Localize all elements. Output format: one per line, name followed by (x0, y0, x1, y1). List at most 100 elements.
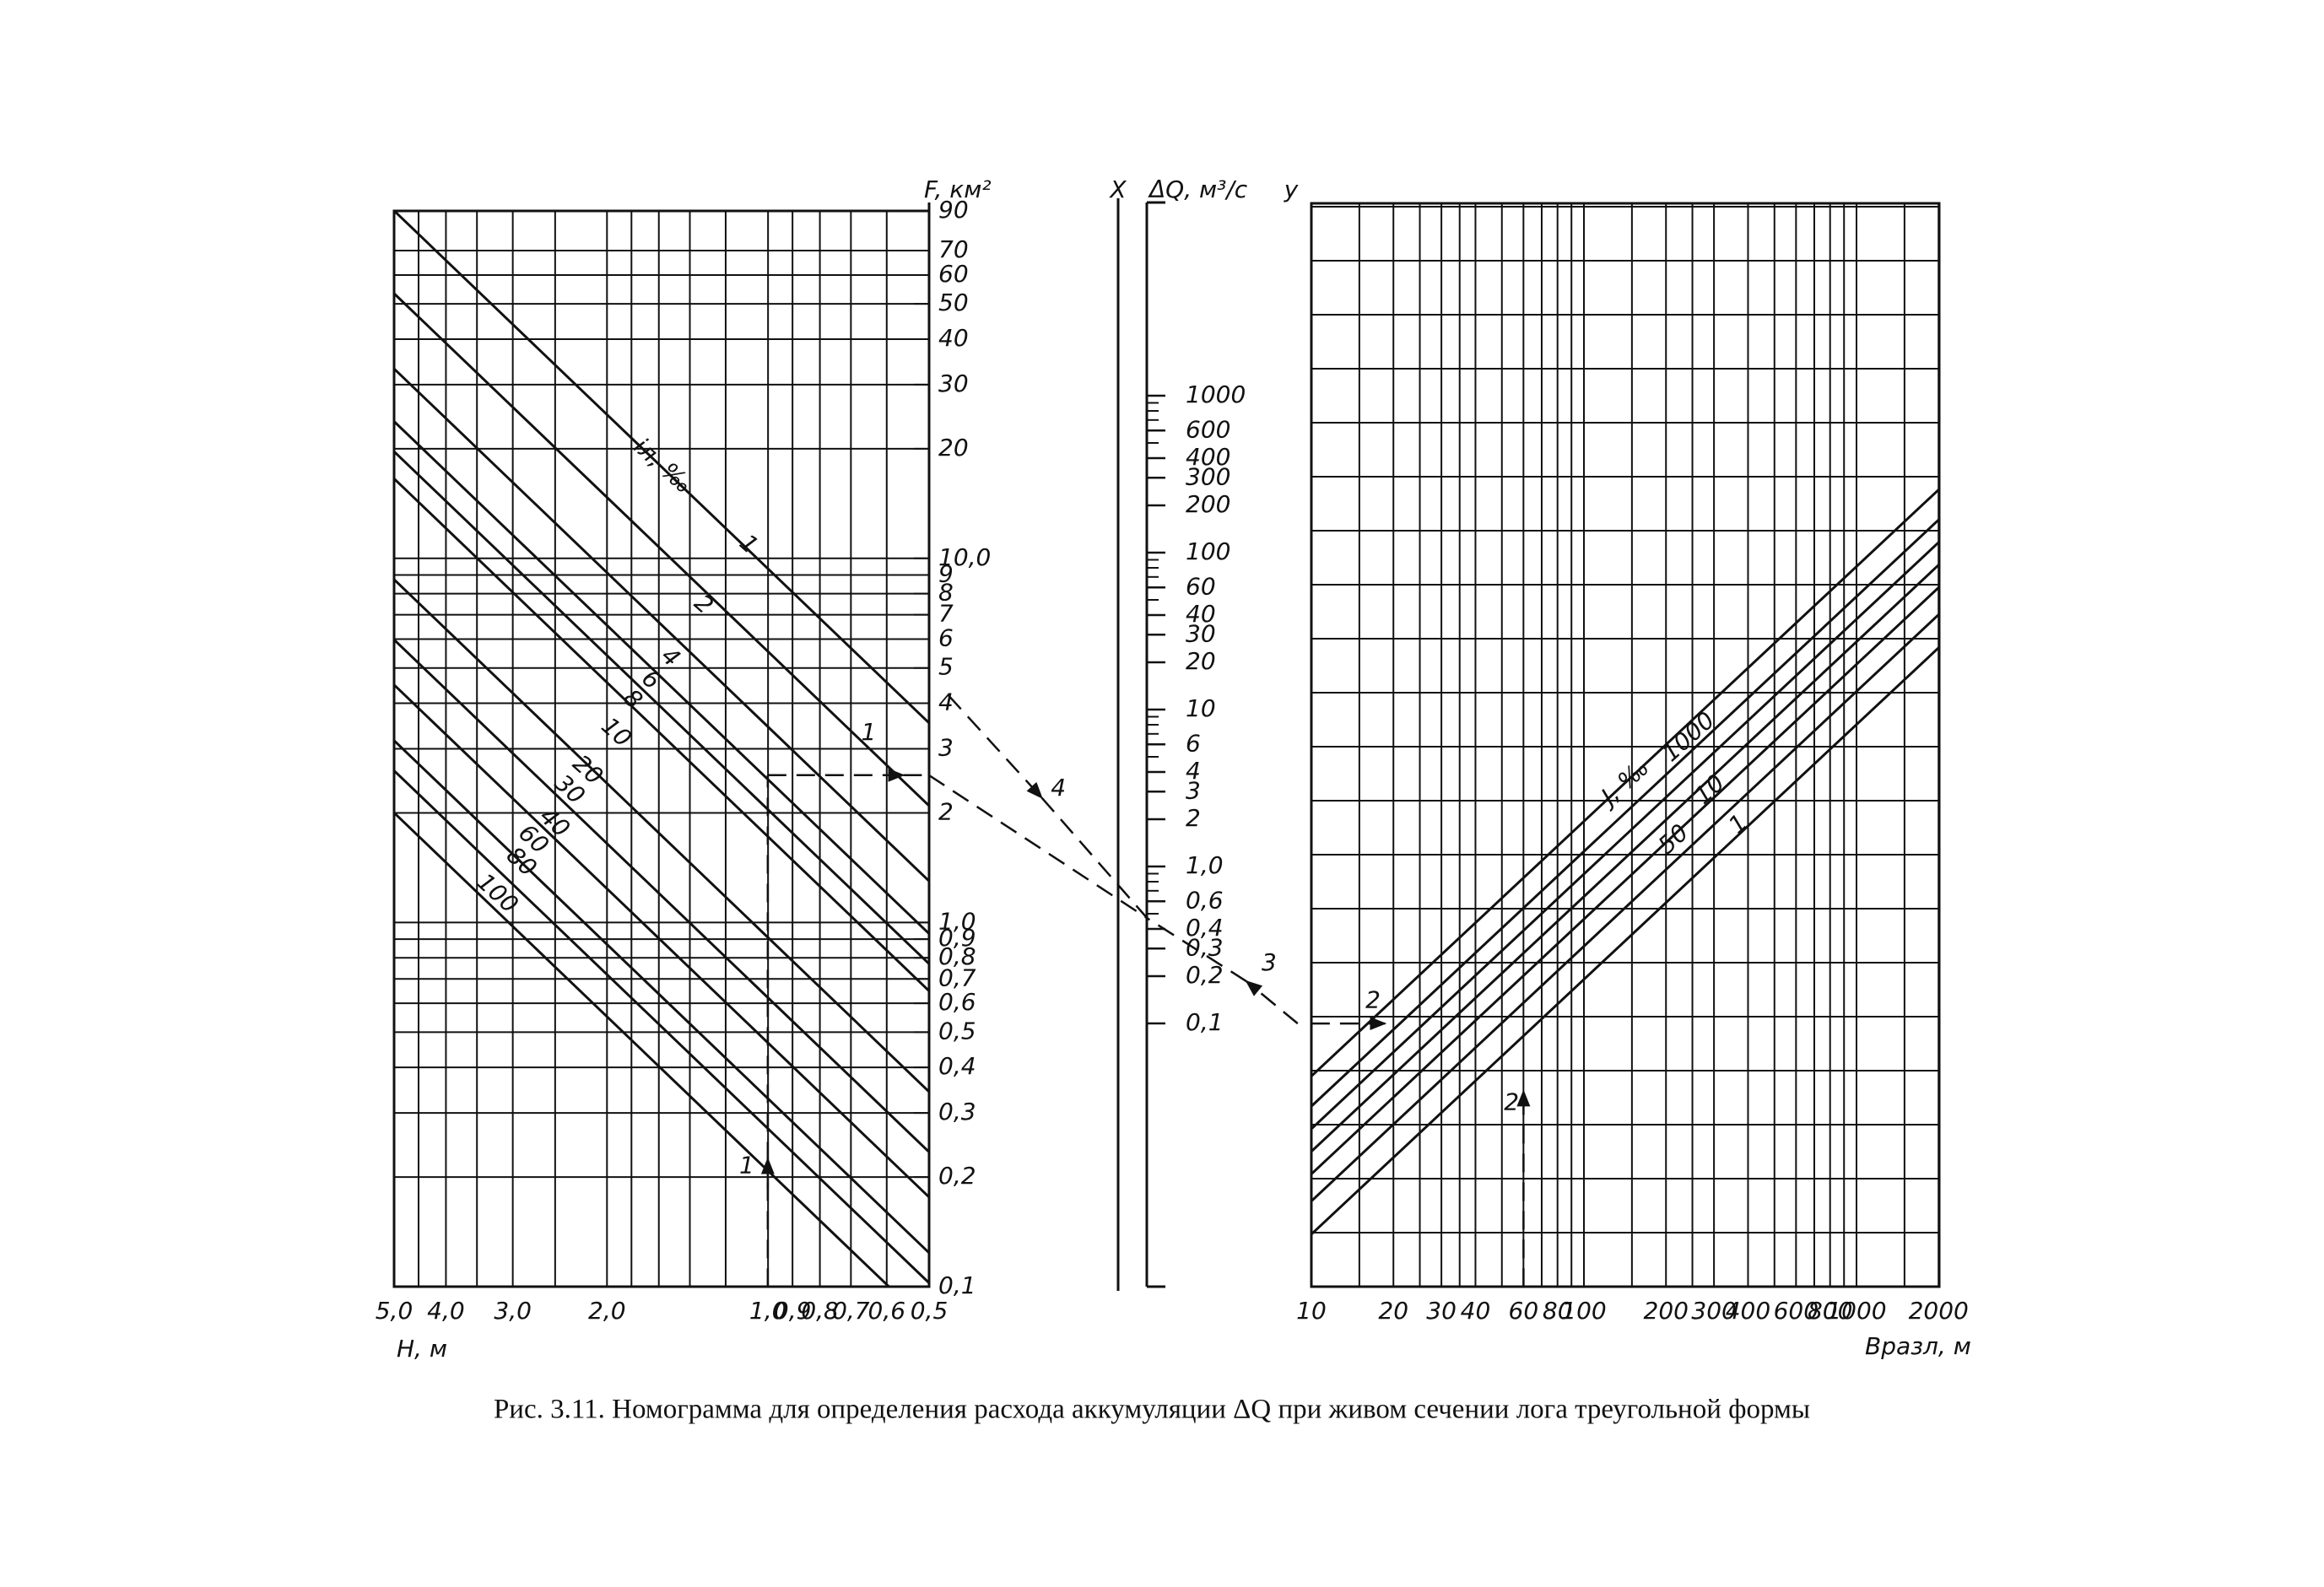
x-tick-label: 0,8 (801, 1297, 839, 1325)
line (394, 769, 929, 1285)
y-tick-label: 0,4 (938, 1052, 976, 1080)
y-tick-label: 4 (938, 688, 954, 716)
right-grid (1311, 203, 1939, 1287)
x-tick-label: 2,0 (588, 1297, 626, 1325)
scale-tick-label: 200 (1186, 490, 1230, 518)
scale-tick-label: 0,1 (1186, 1008, 1224, 1036)
scale-tick-label: 1,0 (1186, 851, 1224, 879)
y-tick-label: 8 (938, 579, 954, 607)
y-tick-label: 3 (938, 733, 954, 761)
line (394, 478, 929, 993)
x-tick-label: 400 (1726, 1297, 1770, 1325)
scale-tick-label: 600 (1186, 415, 1230, 443)
y-tick-label: 7 (938, 600, 954, 628)
x-axis-label: Bразл, м (1865, 1332, 1971, 1360)
x-tick-label: 40 (1461, 1297, 1491, 1325)
route-label: 1 (739, 1152, 754, 1179)
scale-tick-label: 0,4 (1186, 914, 1224, 942)
y-tick-label: 20 (938, 434, 969, 462)
x-tick-label: 300 (1691, 1297, 1736, 1325)
line (1311, 586, 1939, 1175)
curve-label: 50 (1653, 818, 1694, 859)
y-tick-label: 40 (938, 324, 969, 352)
curve-label: 10 (1689, 769, 1730, 809)
scale-tick-label: 10 (1186, 694, 1216, 722)
line (1311, 518, 1939, 1108)
scale-tick-label: 20 (1186, 647, 1216, 675)
scale-tick-label: 4 (1186, 757, 1201, 785)
scale-tick-label: 0,6 (1186, 886, 1224, 914)
y-axis-label: F, км² (924, 175, 992, 203)
x-tick-label: 20 (1378, 1297, 1408, 1325)
y-tick-label: 70 (938, 235, 969, 263)
y-tick-label: 0,2 (938, 1162, 976, 1190)
scale-tick-label: 30 (1186, 619, 1216, 647)
y-tick-label: 30 (938, 370, 969, 397)
line (1311, 563, 1939, 1152)
x-tick-label: 600 (1774, 1297, 1819, 1325)
x-tick-label: 0,6 (868, 1297, 906, 1325)
y-scale-label: y (1284, 175, 1299, 203)
line (394, 420, 929, 936)
route-label: 4 (1051, 774, 1066, 802)
scale-tick-label: 400 (1186, 443, 1230, 471)
x-tick-label: 1000 (1826, 1297, 1886, 1325)
route-label: 2 (1365, 985, 1381, 1013)
x-tick-label: 30 (1426, 1297, 1457, 1325)
y-tick-label: 0,5 (938, 1017, 976, 1045)
scale-tick-label: 1000 (1186, 381, 1246, 408)
x-tick-label: 0,9 (774, 1297, 812, 1325)
y-tick-label: 6 (938, 624, 954, 652)
y-tick-label: 10,0 (938, 543, 991, 571)
line (394, 739, 929, 1255)
line (394, 639, 929, 1154)
scale-tick-label: 6 (1186, 729, 1201, 757)
scale-tick-label: 2 (1186, 804, 1201, 832)
x-tick-label: 80 (1543, 1297, 1573, 1325)
y-tick-label: 5 (938, 653, 954, 681)
route-label: 2 (1504, 1088, 1519, 1116)
route-label: 3 (1262, 948, 1277, 976)
scale-tick-label: 60 (1186, 572, 1216, 600)
scale-tick-label: 40 (1186, 600, 1216, 628)
line (1245, 980, 1299, 1025)
x-tick-label: 100 (1561, 1297, 1606, 1325)
y-tick-label: 60 (938, 260, 969, 288)
line (1311, 488, 1939, 1077)
y-tick-label: 50 (938, 289, 969, 316)
y-tick-label: 0,6 (938, 988, 976, 1016)
line (1311, 613, 1939, 1202)
y-tick-label: 0,3 (938, 1098, 976, 1125)
line (1311, 541, 1939, 1131)
line (394, 367, 929, 883)
x-tick-label: 10 (1296, 1297, 1327, 1325)
x-tick-label: 3,0 (494, 1297, 532, 1325)
line (1040, 796, 1148, 920)
right-frame (1310, 202, 1941, 1288)
line (394, 812, 891, 1287)
x-tick-label: 5,0 (376, 1297, 413, 1325)
y-tick-label: 90 (938, 196, 969, 224)
route-label: 1 (861, 718, 876, 746)
scale-tick-label: 0,2 (1186, 961, 1224, 989)
curve-group-label: iл, ‰ (629, 432, 698, 499)
line (928, 774, 1148, 920)
scale-tick-label: 3 (1186, 776, 1201, 804)
line (394, 292, 929, 808)
y-tick-label: 9 (938, 560, 954, 588)
line (1311, 646, 1939, 1235)
line (394, 211, 929, 726)
scale-label: ΔQ, м³/с (1148, 175, 1248, 203)
x-scale-label: X (1108, 175, 1127, 203)
left-grid (394, 211, 929, 1287)
x-tick-label: 2000 (1909, 1297, 1969, 1325)
x-tick-label: 60 (1509, 1297, 1539, 1325)
x-tick-label: 800 (1808, 1297, 1852, 1325)
x-tick-label: 1,0 (749, 1297, 787, 1325)
scale-tick-label: 100 (1186, 537, 1230, 565)
caption: Рис. 3.11. Номограмма для определения ра… (494, 1395, 1810, 1425)
x-tick-label: 200 (1644, 1297, 1689, 1325)
y-tick-label: 2 (938, 797, 954, 825)
